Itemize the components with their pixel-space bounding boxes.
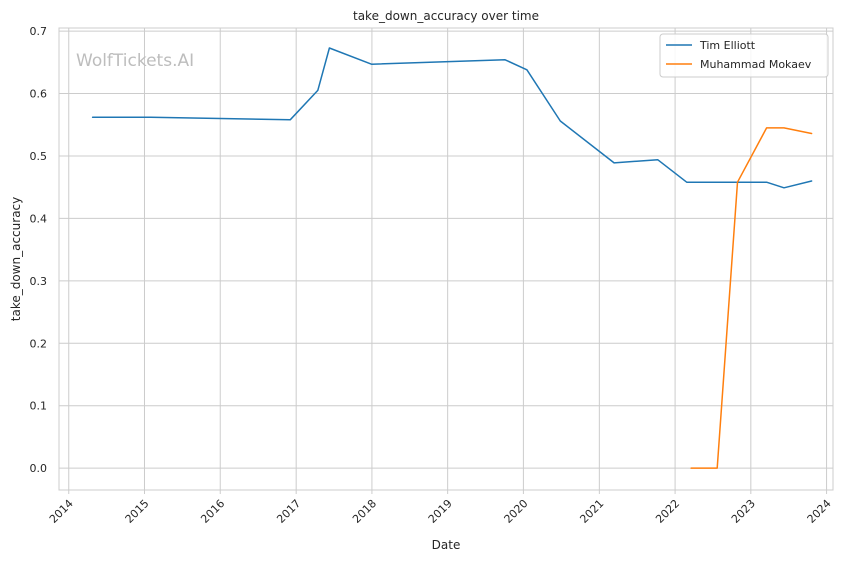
series-lines [91,47,813,469]
legend-label: Muhammad Mokaev [700,58,812,71]
x-axis-title: Date [432,538,461,552]
plot-frame [58,27,834,491]
y-tick-label: 0.7 [30,25,48,38]
y-axis-title: take_down_accuracy [9,197,23,321]
y-tick-label: 0.6 [30,88,48,101]
y-tick-label: 0.5 [30,150,48,163]
y-tick-label: 0.2 [30,337,48,350]
series-line-1 [91,47,813,189]
legend-label: Tim Elliott [699,39,756,52]
legend: Tim Elliott Muhammad Mokaev [659,33,829,78]
legend-box [659,33,829,78]
grid-lines [59,28,833,490]
watermark: WolfTickets.AI [76,51,194,71]
y-tick-label: 0.1 [30,400,48,413]
series-line-2 [690,127,813,469]
y-tick-label: 0.4 [30,212,48,225]
y-tick-label: 0.0 [30,462,48,475]
chart-title: take_down_accuracy over time [353,9,539,23]
y-tick-label: 0.3 [30,275,48,288]
